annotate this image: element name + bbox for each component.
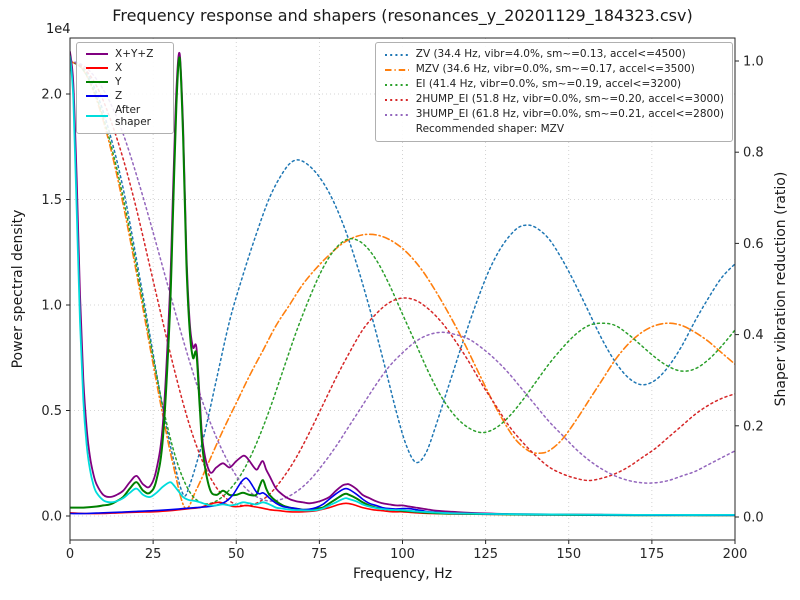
- y-right-tick-label: 0.8: [743, 146, 764, 161]
- x-tick-label: 175: [639, 547, 664, 562]
- legend-line-swatch: [86, 53, 108, 55]
- legend-line-swatch: [86, 95, 108, 97]
- y-axis-label-left: Power spectral density: [10, 209, 26, 369]
- legend-item-2hump-ei: 2HUMP_EI (51.8 Hz, vibr=0.0%, sm~=0.20, …: [384, 92, 724, 107]
- legend-line-swatch: [86, 81, 108, 83]
- y-right-tick-label: 0.4: [743, 328, 764, 343]
- x-tick-label: 200: [723, 547, 748, 562]
- x-tick-label: 125: [473, 547, 498, 562]
- x-tick-label: 50: [228, 547, 245, 562]
- legend-item-ei: EI (41.4 Hz, vibr=0.0%, sm~=0.19, accel<…: [384, 77, 724, 92]
- series-line-3hump-ei: [70, 60, 735, 502]
- y-axis-label-right: Shaper vibration reduction (ratio): [773, 171, 789, 407]
- legend-item-label: 3HUMP_EI (61.8 Hz, vibr=0.0%, sm~=0.21, …: [415, 108, 724, 120]
- y-left-tick-label: 1.0: [41, 299, 62, 314]
- series-line-mzv: [70, 60, 735, 510]
- legend-item-z: Z: [85, 89, 165, 103]
- legend-line-swatch: [86, 115, 108, 117]
- legend-item-label: After shaper: [115, 104, 152, 128]
- legend-item-label: Z: [115, 90, 123, 102]
- x-tick-label: 75: [311, 547, 328, 562]
- series-line-after-shaper: [70, 55, 735, 516]
- legend-item-label: MZV (34.6 Hz, vibr=0.0%, sm~=0.17, accel…: [415, 63, 695, 75]
- x-tick-label: 150: [556, 547, 581, 562]
- y-right-tick-label: 0.2: [743, 419, 764, 434]
- x-axis-label: Frequency, Hz: [352, 566, 453, 582]
- legend-line-swatch: [384, 113, 409, 116]
- legend-psd: X+Y+Z X Y Z After shaper: [76, 42, 174, 134]
- legend-line-swatch: [384, 53, 409, 56]
- legend-item-3hump-ei: 3HUMP_EI (61.8 Hz, vibr=0.0%, sm~=0.21, …: [384, 107, 724, 122]
- series-line-zv: [70, 60, 735, 497]
- legend-line-swatch: [384, 83, 409, 86]
- legend-line-swatch: [384, 68, 409, 71]
- legend-item-label: ZV (34.4 Hz, vibr=4.0%, sm~=0.13, accel<…: [415, 48, 686, 60]
- y-left-tick-label: 0.5: [41, 404, 62, 419]
- x-tick-label: 0: [66, 547, 74, 562]
- legend-item-label: 2HUMP_EI (51.8 Hz, vibr=0.0%, sm~=0.20, …: [415, 93, 724, 105]
- y-left-tick-label: 1.5: [41, 193, 62, 208]
- legend-item-label: X: [115, 62, 123, 74]
- legend-item-zv: ZV (34.4 Hz, vibr=4.0%, sm~=0.13, accel<…: [384, 47, 724, 62]
- legend-shapers: ZV (34.4 Hz, vibr=4.0%, sm~=0.13, accel<…: [374, 42, 733, 142]
- y-left-tick-label: 0.0: [41, 510, 62, 525]
- y-right-tick-label: 0.0: [743, 511, 764, 526]
- y-right-tick-label: 0.6: [743, 237, 764, 252]
- legend-item-label: EI (41.4 Hz, vibr=0.0%, sm~=0.19, accel<…: [415, 78, 682, 90]
- x-tick-label: 25: [145, 547, 162, 562]
- legend-item-label: Y: [115, 76, 122, 88]
- x-tick-label: 100: [390, 547, 415, 562]
- legend-recommended-shaper: Recommended shaper: MZV: [415, 123, 565, 135]
- legend-item-x: X: [85, 61, 165, 75]
- y-left-tick-label: 2.0: [41, 88, 62, 103]
- y-axis-offset-text: 1e4: [46, 22, 71, 37]
- chart-title: Frequency response and shapers (resonanc…: [112, 6, 693, 25]
- y-right-tick-label: 1.0: [743, 55, 764, 70]
- legend-item-after-shaper: After shaper: [85, 103, 165, 129]
- legend-item-x-y-z: X+Y+Z: [85, 47, 165, 61]
- series-line-x-y-z: [70, 50, 735, 517]
- legend-item-mzv: MZV (34.6 Hz, vibr=0.0%, sm~=0.17, accel…: [384, 62, 724, 77]
- legend-item-y: Y: [85, 75, 165, 89]
- legend-line-swatch: [86, 67, 108, 69]
- tick-labels: 0 25 50 75 100 125 150 175 200 0.0 0.5 1.0 1.5 2.0 0.0…: [41, 55, 763, 563]
- series-line-ei: [70, 60, 735, 505]
- legend-line-swatch: [384, 98, 409, 101]
- series-line-2hump-ei: [70, 60, 735, 507]
- legend-item-label: X+Y+Z: [115, 48, 154, 60]
